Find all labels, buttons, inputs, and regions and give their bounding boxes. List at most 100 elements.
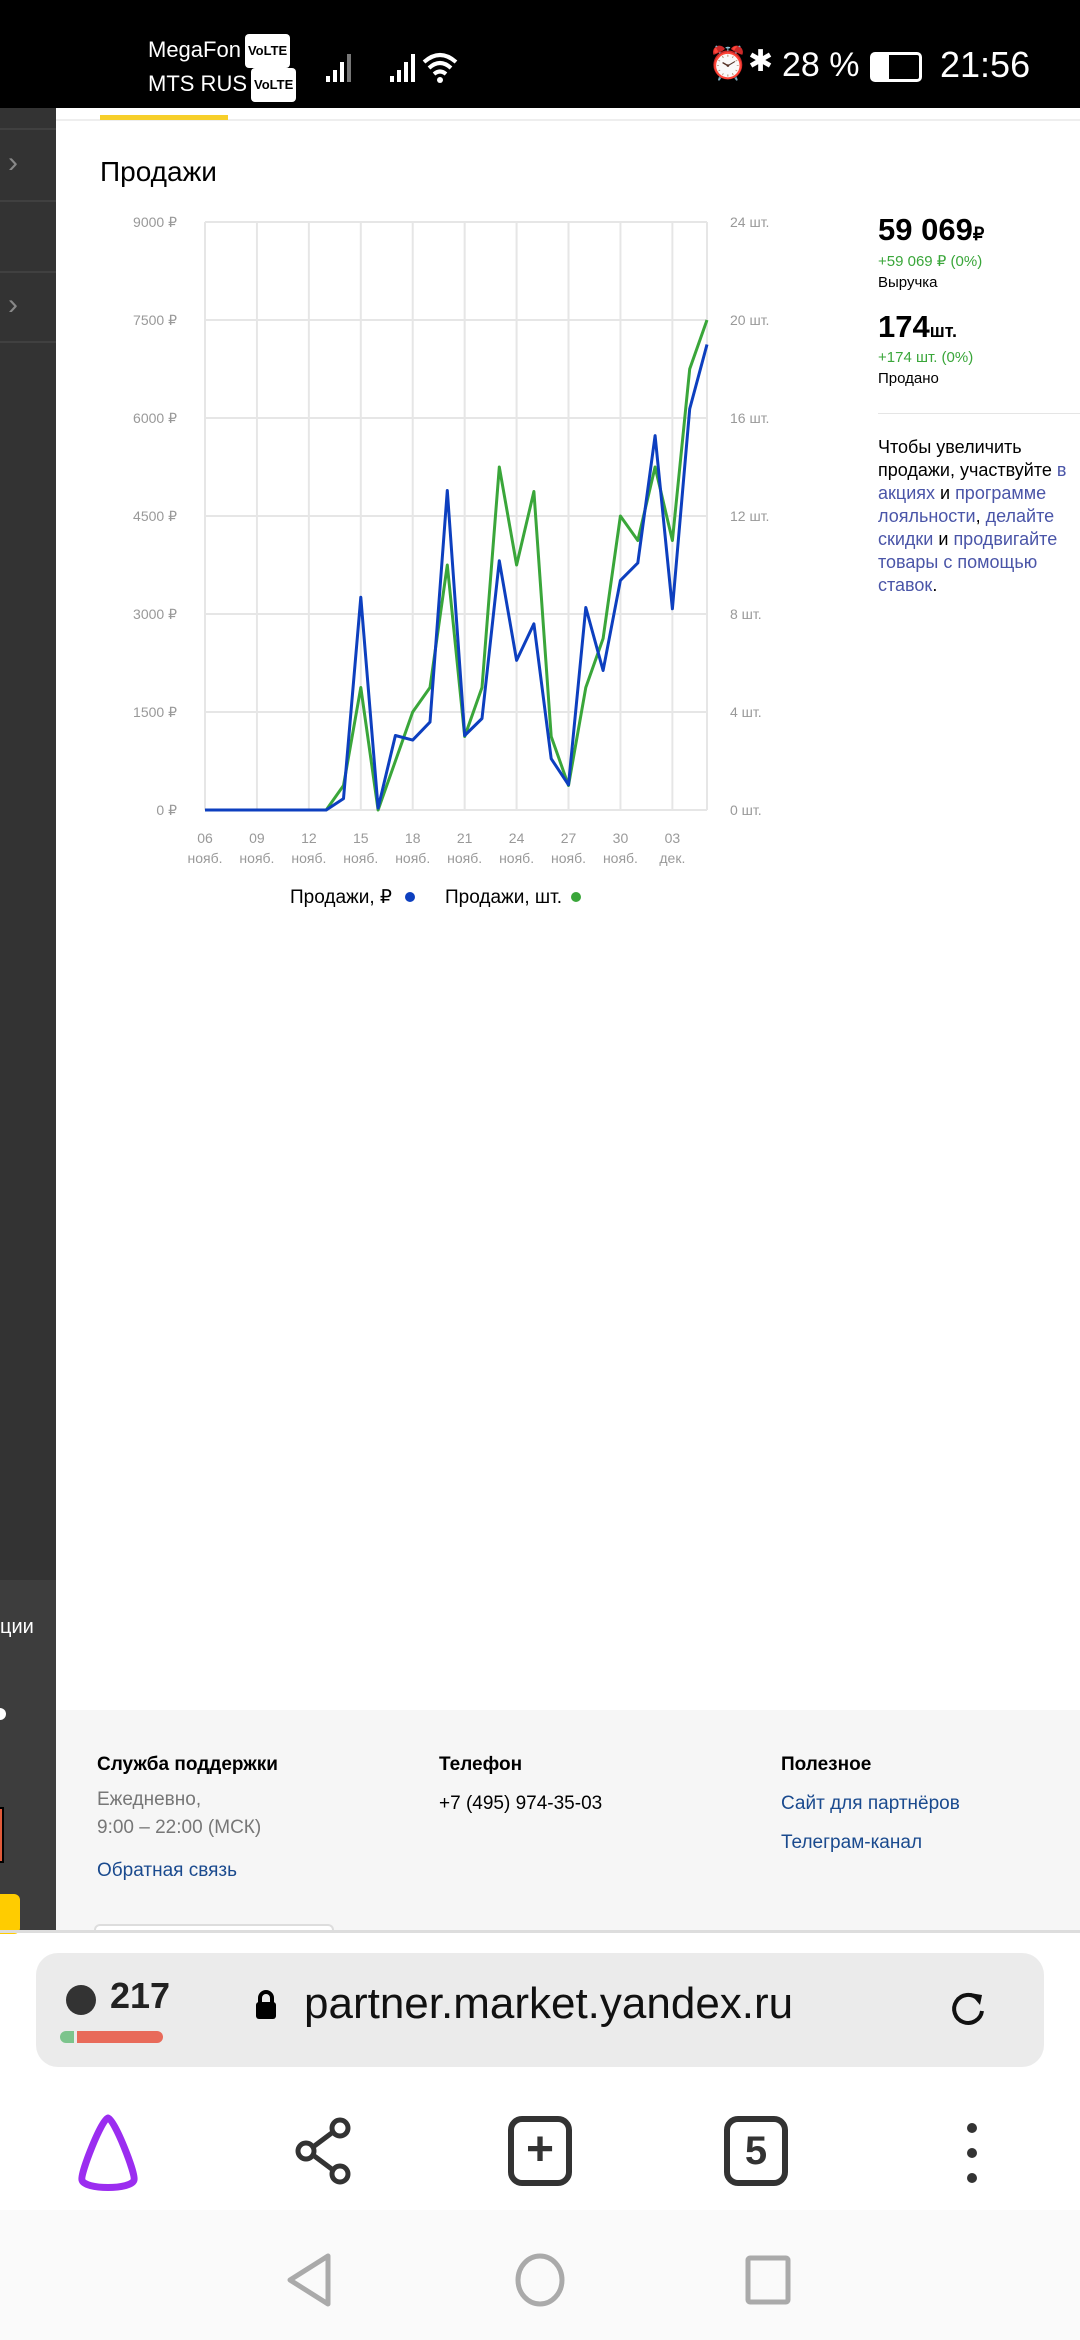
share-icon[interactable] bbox=[292, 2116, 358, 2186]
recents-icon[interactable] bbox=[744, 2254, 794, 2306]
y-left-tick-label: 3000 ₽ bbox=[133, 606, 177, 622]
carrier-1: MegaFon VoLTE bbox=[148, 34, 291, 69]
promo-tip: Чтобы увеличить продажи, участвуйте в ак… bbox=[878, 437, 1067, 595]
tabs-button[interactable]: 5 bbox=[724, 2116, 788, 2186]
browser-toolbar: + 5 bbox=[0, 2100, 1080, 2210]
x-tick-month: нояб. bbox=[343, 850, 378, 866]
chevron-right-icon[interactable]: › bbox=[8, 288, 18, 321]
y-left-tick-label: 1500 ₽ bbox=[133, 704, 177, 720]
x-tick-day: 21 bbox=[457, 830, 473, 846]
battery-icon bbox=[870, 52, 922, 82]
series-line-rub bbox=[205, 344, 709, 812]
legend-label: Продажи, ₽ bbox=[290, 887, 392, 908]
x-tick-month: нояб. bbox=[447, 850, 482, 866]
back-icon[interactable] bbox=[284, 2252, 334, 2308]
new-tab-icon[interactable]: + bbox=[508, 2116, 572, 2186]
tab-divider bbox=[56, 119, 1080, 121]
legend-dot bbox=[405, 892, 415, 902]
support-title: Служба поддержки bbox=[97, 1754, 278, 1775]
status-bar: MegaFon VoLTE MTS RUS VoLTE ⏰ ✱ 28 % 21:56 bbox=[0, 0, 1080, 108]
footer-select bbox=[94, 1924, 334, 1932]
legend-dot bbox=[571, 892, 581, 902]
sidebar-red-block bbox=[0, 1807, 4, 1863]
rating-green bbox=[60, 2031, 74, 2043]
x-tick-day: 18 bbox=[405, 830, 421, 846]
x-tick-month: нояб. bbox=[551, 850, 586, 866]
more-menu-icon[interactable] bbox=[960, 2118, 984, 2188]
system-navigation-bar bbox=[0, 2210, 1080, 2340]
feedback-link[interactable]: Обратная связь bbox=[97, 1860, 237, 1881]
sold-value: 174шт. bbox=[878, 309, 957, 344]
carrier-2: MTS RUS VoLTE bbox=[148, 68, 297, 103]
battery-percent: 28 % bbox=[782, 46, 860, 84]
legend-label: Продажи, шт. bbox=[445, 887, 562, 908]
support-hours: Ежедневно, 9:00 – 22:00 (МСК) bbox=[97, 1789, 262, 1838]
revenue-value: 59 069₽ bbox=[878, 212, 985, 247]
sold-label: Продано bbox=[878, 370, 939, 387]
x-tick-month: нояб. bbox=[239, 850, 274, 866]
y-right-tick-label: 8 шт. bbox=[730, 606, 762, 622]
revenue-label: Выручка bbox=[878, 274, 938, 291]
reload-icon[interactable] bbox=[948, 1989, 988, 2029]
bluetooth-icon: ✱ bbox=[748, 45, 774, 78]
y-right-tick-label: 0 шт. bbox=[730, 802, 762, 818]
telegram-link[interactable]: Телеграм-канал bbox=[781, 1832, 923, 1853]
useful-title: Полезное bbox=[781, 1754, 872, 1775]
y-left-tick-label: 0 ₽ bbox=[156, 802, 177, 818]
y-right-tick-label: 24 шт. bbox=[730, 214, 769, 230]
y-right-tick-label: 12 шт. bbox=[730, 508, 769, 524]
sold-delta: +174 шт. (0%) bbox=[878, 349, 974, 366]
x-tick-day: 09 bbox=[249, 830, 265, 846]
x-tick-month: дек. bbox=[659, 850, 685, 866]
x-tick-day: 30 bbox=[613, 830, 629, 846]
x-tick-day: 03 bbox=[665, 830, 681, 846]
y-left-tick-label: 4500 ₽ bbox=[133, 508, 177, 524]
home-icon[interactable] bbox=[512, 2252, 568, 2308]
sidebar-dot bbox=[0, 1708, 6, 1720]
chevron-right-icon[interactable]: › bbox=[8, 146, 18, 179]
link-loyalty[interactable]: программе лояльности bbox=[878, 483, 1047, 526]
y-right-tick-label: 20 шт. bbox=[730, 312, 769, 328]
x-tick-month: нояб. bbox=[187, 850, 222, 866]
x-tick-month: нояб. bbox=[395, 850, 430, 866]
active-tab-indicator bbox=[100, 115, 228, 120]
clock: 21:56 bbox=[940, 44, 1031, 85]
series-line-units bbox=[205, 319, 709, 812]
y-left-tick-label: 7500 ₽ bbox=[133, 312, 177, 328]
sales-chart: 0 ₽ 0 шт. 1500 ₽ 4 шт. 3000 ₽ 8 шт. 4500 ₽ 12 ш… bbox=[133, 214, 769, 908]
x-tick-month: нояб. bbox=[603, 850, 638, 866]
alice-icon[interactable] bbox=[72, 2112, 144, 2196]
sidebar-partial-text: ции bbox=[0, 1616, 34, 1638]
sidebar: › › ции bbox=[0, 108, 56, 1934]
y-right-tick-label: 16 шт. bbox=[730, 410, 769, 426]
x-tick-day: 24 bbox=[509, 830, 525, 846]
sidebar-yellow-button[interactable] bbox=[0, 1894, 20, 1934]
x-tick-month: нояб. bbox=[499, 850, 534, 866]
phone-title: Телефон bbox=[439, 1754, 523, 1775]
alarm-icon: ⏰ bbox=[708, 45, 748, 81]
url-text[interactable]: partner.market.yandex.ru bbox=[304, 1979, 794, 2028]
comments-icon[interactable] bbox=[66, 1985, 96, 2015]
x-tick-day: 12 bbox=[301, 830, 317, 846]
phone-number: +7 (495) 974-35-03 bbox=[439, 1793, 603, 1814]
x-tick-day: 27 bbox=[561, 830, 577, 846]
link-bids[interactable]: продвигайте товары с помощью ставок bbox=[878, 529, 1058, 595]
link-promotions[interactable]: в акциях bbox=[878, 460, 1067, 503]
lock-icon bbox=[256, 1990, 276, 2019]
y-left-tick-label: 6000 ₽ bbox=[133, 410, 177, 426]
address-bar[interactable]: 217 partner.market.yandex.ru bbox=[36, 1953, 1044, 2067]
rating-red bbox=[77, 2031, 163, 2043]
link-discounts[interactable]: делайте скидки bbox=[878, 506, 1055, 549]
x-tick-day: 06 bbox=[197, 830, 213, 846]
browser-divider bbox=[0, 1930, 1080, 1933]
y-left-tick-label: 9000 ₽ bbox=[133, 214, 177, 230]
comments-count[interactable]: 217 bbox=[110, 1975, 171, 2016]
footer: Служба поддержки Ежедневно, 9:00 – 22:00 … bbox=[56, 1710, 1080, 1932]
signal-wifi-icons bbox=[326, 53, 458, 83]
y-right-tick-label: 4 шт. bbox=[730, 704, 762, 720]
partners-site-link[interactable]: Сайт для партнёров bbox=[781, 1793, 960, 1814]
stats-panel: 59 069₽ +59 069 ₽ (0%) Выручка 174шт. +1… bbox=[878, 212, 1080, 597]
x-tick-day: 15 bbox=[353, 830, 369, 846]
x-tick-month: нояб. bbox=[291, 850, 326, 866]
revenue-delta: +59 069 ₽ (0%) bbox=[878, 253, 983, 270]
